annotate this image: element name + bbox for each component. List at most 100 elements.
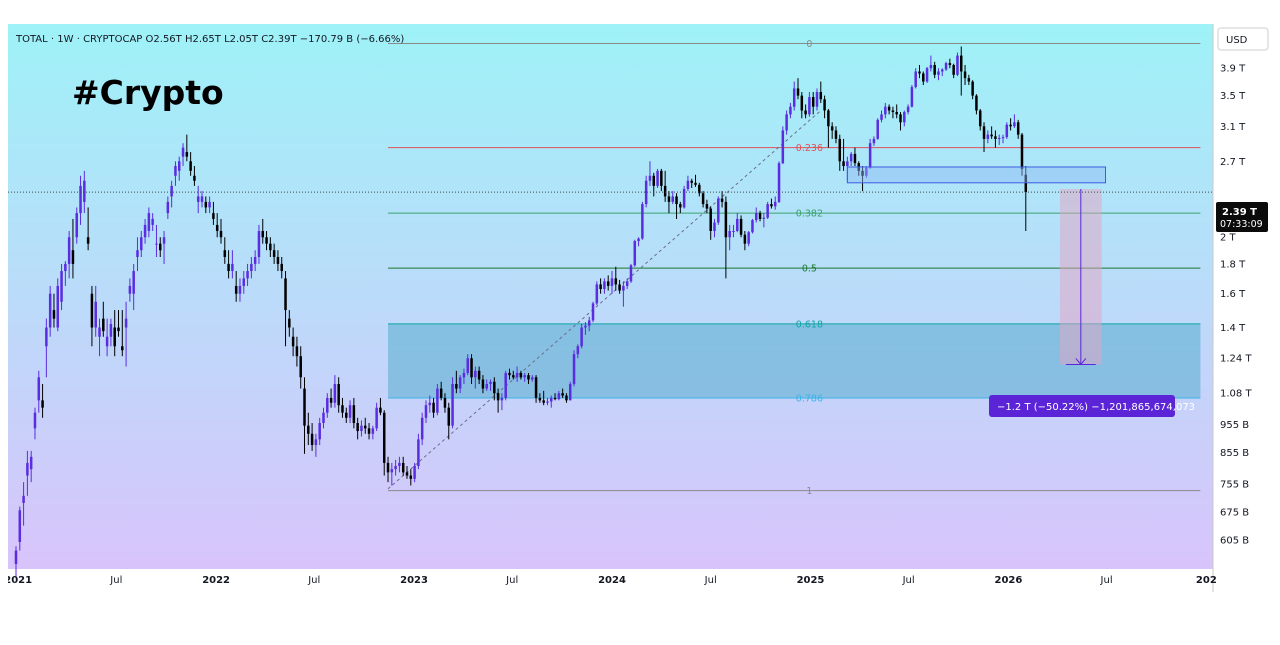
candle	[804, 104, 807, 119]
watermark-text: #Crypto	[72, 73, 224, 112]
candle	[914, 68, 917, 89]
candle	[386, 456, 390, 483]
candle-body	[166, 201, 170, 214]
candle-body	[937, 71, 940, 75]
candle	[1009, 118, 1012, 131]
candle	[686, 175, 690, 192]
time-tick-label: Jul	[109, 575, 122, 586]
candle	[671, 191, 674, 205]
candle	[903, 110, 906, 127]
candle-body	[747, 232, 750, 244]
candle	[299, 346, 302, 389]
candle-body	[527, 375, 530, 380]
candle	[22, 482, 25, 526]
time-axis[interactable]: 2021 Jul 2022 Jul 2023 Jul 2024 Jul 2025 Jul 2026 J…	[4, 575, 1217, 586]
candle-body	[975, 95, 978, 111]
candle-body	[121, 346, 124, 351]
candle	[345, 407, 348, 424]
candle	[1005, 122, 1009, 139]
price-axis-background	[1213, 24, 1272, 592]
candle-body	[390, 469, 394, 473]
candle-body	[22, 495, 25, 503]
candle-body	[550, 397, 553, 402]
candle	[568, 381, 572, 401]
header-close: C2.39T	[261, 34, 297, 45]
candle	[751, 218, 754, 234]
candle	[906, 104, 910, 115]
measure-badge[interactable]: −1.2 T (−50.22%) −1,201,865,674,073	[989, 395, 1195, 417]
candle	[329, 388, 333, 408]
candle-body	[1024, 174, 1028, 193]
candle-body	[231, 263, 234, 272]
resistance-box[interactable]	[846, 166, 1107, 184]
candle-body	[155, 243, 158, 245]
candle-body	[386, 462, 390, 473]
candle-body	[895, 112, 898, 115]
candle-body	[705, 204, 709, 209]
fib-level-label: 0.618	[796, 319, 823, 330]
candle	[375, 402, 378, 432]
candle	[565, 393, 568, 403]
candle-body	[906, 106, 910, 113]
candle-body	[853, 153, 857, 164]
candle	[572, 350, 576, 387]
resistance-box-rect	[846, 166, 1107, 184]
candle	[261, 218, 265, 244]
candle-body	[542, 400, 545, 403]
time-tick-label: Jul	[902, 575, 915, 586]
candle-body	[299, 356, 302, 378]
candle	[865, 166, 868, 178]
candle-body	[481, 379, 485, 389]
candle	[705, 199, 709, 214]
candle	[288, 310, 291, 337]
candle	[512, 370, 515, 380]
candle	[838, 134, 842, 171]
candle	[337, 377, 340, 413]
candle-body	[215, 224, 219, 231]
candle-body	[861, 170, 864, 176]
candle	[390, 462, 394, 486]
candle	[937, 68, 940, 81]
candle	[439, 381, 443, 401]
candle	[280, 256, 283, 279]
time-tick-label: Jul	[704, 575, 717, 586]
candle-body	[557, 393, 561, 400]
candle-body	[204, 201, 208, 208]
candle	[1001, 134, 1005, 144]
candle	[576, 344, 580, 359]
candle-body	[580, 327, 583, 347]
candle-body	[33, 412, 37, 429]
candle-body	[371, 428, 375, 434]
candle-body	[466, 358, 469, 373]
measure-tool[interactable]	[1059, 189, 1102, 366]
candle-body	[576, 346, 580, 355]
candle	[956, 52, 959, 77]
candle	[253, 250, 257, 272]
candle	[307, 412, 310, 446]
candle-body	[428, 402, 432, 406]
candle	[196, 185, 200, 214]
candle-body	[690, 180, 693, 183]
candle-body	[326, 397, 329, 413]
candle	[827, 108, 830, 148]
candle	[792, 81, 796, 111]
candle	[880, 110, 883, 123]
candle	[428, 395, 432, 413]
last-price-value: 2.39 T	[1222, 207, 1257, 218]
candle	[170, 180, 173, 208]
candle-body	[105, 336, 109, 347]
candle-body	[815, 92, 819, 107]
candle-body	[534, 377, 538, 398]
candle-body	[18, 510, 22, 542]
candle-body	[272, 250, 276, 257]
time-tick-label: 2021	[8, 575, 32, 586]
price-tick-label: 605 B	[1220, 535, 1249, 546]
candle	[1016, 119, 1020, 139]
candle	[660, 168, 663, 192]
candle-body	[633, 241, 637, 266]
candle-body	[102, 318, 105, 332]
currency-label: USD	[1226, 35, 1248, 46]
currency-badge[interactable]: USD	[1217, 27, 1269, 51]
